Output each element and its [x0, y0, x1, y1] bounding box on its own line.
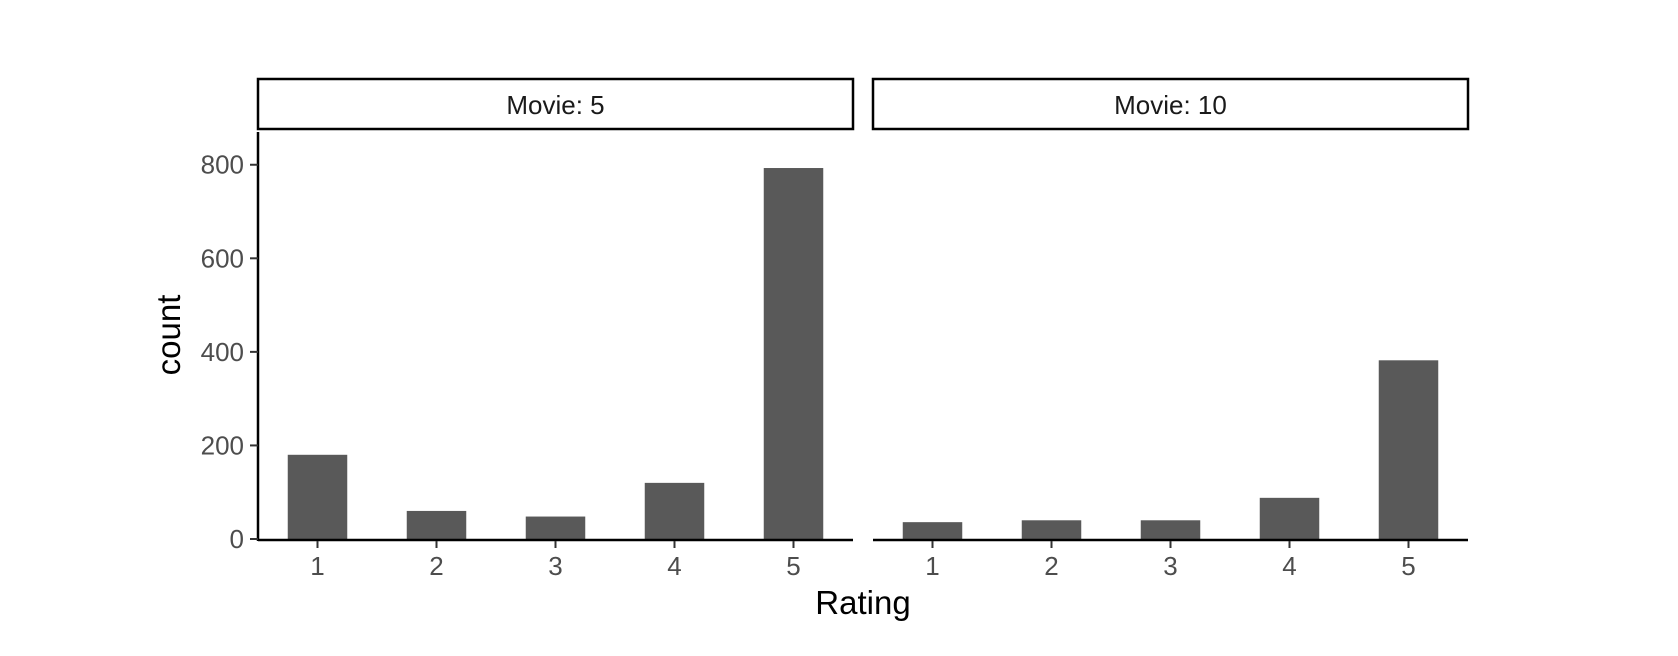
- x-tick-label: 4: [1282, 551, 1296, 581]
- bar-panel-2-rating-4: [1259, 497, 1320, 539]
- strip-box-movie-10: [871, 77, 1470, 131]
- x-axis-title: Rating: [815, 584, 910, 621]
- y-tick-label: 0: [230, 524, 244, 554]
- bar-panel-2-rating-1: [902, 522, 963, 539]
- y-axis: 0 200 400 600 800: [201, 132, 260, 554]
- y-axis-title: count: [150, 295, 187, 376]
- bar-panel-1-rating-3: [525, 516, 586, 539]
- x-tick-label: 1: [310, 551, 324, 581]
- bar-panel-2-rating-3: [1140, 520, 1201, 539]
- bar-panel-2-rating-2: [1021, 520, 1082, 539]
- y-tick-label: 800: [201, 150, 244, 180]
- bar-panel-1-rating-5: [763, 168, 824, 539]
- strip-label-movie-5: Movie: 5: [506, 90, 604, 120]
- x-tick-label: 4: [667, 551, 681, 581]
- x-tick-label: 5: [1401, 551, 1415, 581]
- x-tick-label: 2: [1044, 551, 1058, 581]
- panel-movie-10: Movie: 10 1 2 3 4 5: [871, 77, 1470, 581]
- bar-panel-2-rating-5: [1378, 360, 1439, 539]
- x-tick-label: 3: [548, 551, 562, 581]
- bars-movie-5: [287, 168, 824, 539]
- y-tick-label: 600: [201, 243, 244, 273]
- x-axis-movie-5: 1 2 3 4 5: [258, 538, 853, 581]
- x-tick-label: 5: [786, 551, 800, 581]
- bar-panel-1-rating-2: [406, 510, 467, 539]
- strip-box-movie-5: [256, 77, 855, 131]
- bar-panel-1-rating-1: [287, 454, 348, 539]
- x-tick-label: 2: [429, 551, 443, 581]
- x-tick-label: 3: [1163, 551, 1177, 581]
- strip-label-movie-10: Movie: 10: [1114, 90, 1227, 120]
- bars-movie-10: [902, 360, 1439, 539]
- x-axis-movie-10: 1 2 3 4 5: [873, 538, 1468, 581]
- y-tick-label: 200: [201, 430, 244, 460]
- bar-panel-1-rating-4: [644, 482, 705, 539]
- y-tick-label: 400: [201, 337, 244, 367]
- panel-movie-5: Movie: 5 1 2 3 4 5: [256, 77, 855, 581]
- x-tick-label: 1: [925, 551, 939, 581]
